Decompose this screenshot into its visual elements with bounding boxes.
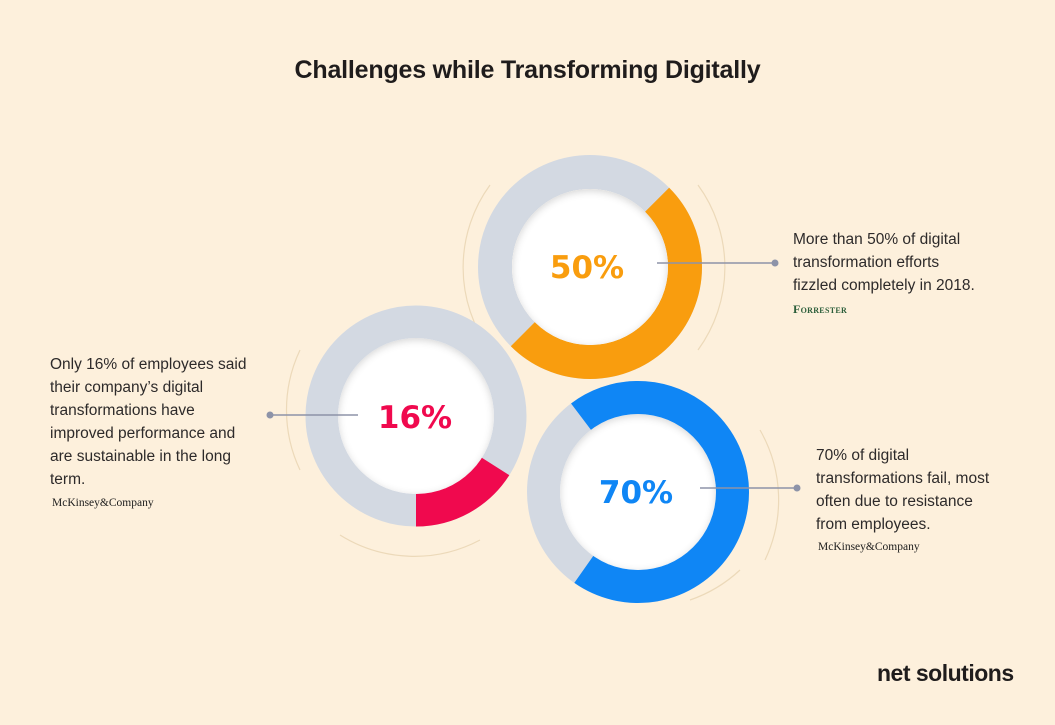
desc-line: Only 16% of employees said — [50, 356, 247, 373]
desc-line: their company’s digital — [50, 379, 204, 396]
source-forrester: Forrester — [793, 302, 848, 316]
stat-description-50: More than 50% of digital transformation … — [793, 228, 975, 297]
page-title: Challenges while Transforming Digitally — [294, 56, 761, 84]
stat-description-16: Only 16% of employees said their company… — [50, 353, 246, 491]
value-70: 70% — [599, 475, 673, 511]
donut-70: 70% — [527, 381, 801, 603]
brand-logo: net solutions — [877, 660, 1014, 686]
stat-description-70: 70% of digital transformations fail, mos… — [816, 444, 989, 536]
value-50: 50% — [550, 250, 624, 286]
desc-line: often due to resistance — [816, 493, 973, 510]
desc-line: are sustainable in the long — [50, 448, 231, 465]
desc-line: improved performance and — [50, 425, 236, 442]
desc-line: 70% of digital — [816, 447, 910, 464]
desc-line: transformations fail, most — [816, 470, 990, 487]
desc-line: from employees. — [816, 516, 931, 533]
desc-line: transformation efforts — [793, 254, 940, 271]
desc-line: More than 50% of digital — [793, 231, 961, 248]
source-mckinsey: McKinsey&Company — [818, 541, 920, 553]
donut-50: 50% — [478, 155, 779, 379]
desc-line: term. — [50, 471, 86, 488]
source-mckinsey: McKinsey&Company — [52, 497, 154, 509]
donut-16: 16% — [266, 305, 527, 527]
value-16: 16% — [378, 400, 452, 436]
desc-line: transformations have — [50, 402, 195, 419]
desc-line: fizzled completely in 2018. — [793, 277, 975, 294]
